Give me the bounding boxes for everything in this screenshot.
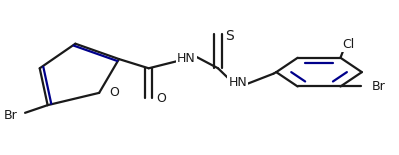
Text: HN: HN xyxy=(177,52,196,65)
Text: Cl: Cl xyxy=(342,38,354,51)
Text: HN: HN xyxy=(229,76,247,89)
Text: O: O xyxy=(156,92,166,105)
Text: S: S xyxy=(225,29,234,43)
Text: Br: Br xyxy=(4,109,18,122)
Text: Br: Br xyxy=(372,80,386,93)
Text: O: O xyxy=(109,86,119,99)
